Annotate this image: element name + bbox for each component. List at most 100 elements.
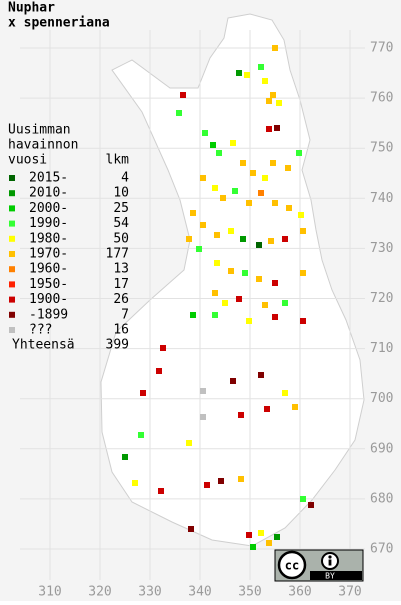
x-axis-label: 310 <box>38 585 61 600</box>
grid <box>20 30 365 580</box>
legend-swatch <box>9 190 15 197</box>
observation-square <box>270 92 276 98</box>
observation-square <box>214 232 220 238</box>
observation-square <box>196 246 202 252</box>
observation-square <box>200 175 206 181</box>
observation-square <box>300 270 306 276</box>
observation-square <box>202 130 208 136</box>
y-axis-label: 750 <box>370 141 393 156</box>
legend-swatch <box>9 235 15 242</box>
legend-heading: vuosi <box>8 153 47 168</box>
observation-square <box>258 64 264 70</box>
observation-square <box>212 290 218 296</box>
observation-square <box>246 318 252 324</box>
observation-square <box>240 236 246 242</box>
observation-square <box>272 314 278 320</box>
legend-count: 4 <box>121 171 129 186</box>
observation-square <box>296 150 302 156</box>
observation-square <box>285 165 291 171</box>
by-text: BY <box>325 572 335 581</box>
observation-square <box>200 414 206 420</box>
legend-swatch <box>9 251 15 257</box>
observation-square <box>256 242 262 248</box>
observation-square <box>222 300 228 306</box>
observation-square <box>228 228 234 234</box>
observation-square <box>190 312 196 318</box>
legend-swatch <box>9 175 15 181</box>
observation-square <box>216 150 222 156</box>
legend-count: 17 <box>113 277 129 292</box>
observation-square <box>200 222 206 228</box>
x-axis-label: 360 <box>288 585 311 600</box>
observation-square <box>220 195 226 201</box>
observation-square <box>186 236 192 242</box>
observation-square <box>246 532 252 538</box>
x-axis-label: 350 <box>238 585 261 600</box>
legend-label: ??? <box>29 323 52 338</box>
legend-swatch <box>9 220 15 227</box>
legend-label: 1950- <box>29 277 68 292</box>
observation-square <box>238 412 244 418</box>
legend-count: 50 <box>113 231 129 246</box>
legend-total: 399 <box>106 338 129 353</box>
observation-square <box>282 390 288 396</box>
license-badge: cc BY <box>274 549 364 582</box>
legend-label: 1970- <box>29 247 68 262</box>
observation-square <box>230 378 236 384</box>
observation-square <box>266 540 272 546</box>
observation-square <box>246 200 252 206</box>
observation-square <box>258 190 264 196</box>
observation-square <box>286 205 292 211</box>
observation-square <box>270 160 276 166</box>
observation-square <box>262 78 268 84</box>
observation-square <box>218 478 224 484</box>
y-axis-label: 680 <box>370 491 393 506</box>
observation-square <box>186 440 192 446</box>
legend-label: 1900- <box>29 292 68 307</box>
y-axis-label: 700 <box>370 391 393 406</box>
observation-square <box>244 72 250 78</box>
observation-square <box>272 45 278 51</box>
finland-outline <box>100 13 365 547</box>
legend-count: 16 <box>113 323 129 338</box>
observation-square <box>200 388 206 394</box>
observation-square <box>236 296 242 302</box>
observation-square <box>180 92 186 98</box>
x-axis-label: 340 <box>188 585 211 600</box>
observation-square <box>250 170 256 176</box>
legend-swatch <box>9 296 15 303</box>
cc-icon <box>277 550 307 580</box>
legend-count: 10 <box>113 186 129 201</box>
y-axis-label: 720 <box>370 291 393 306</box>
legend-count-heading: lkm <box>106 153 130 168</box>
observation-square <box>258 530 264 536</box>
legend-swatch <box>9 266 15 273</box>
legend-count: 26 <box>113 292 129 307</box>
legend-count: 7 <box>121 307 129 322</box>
observation-square <box>298 212 304 218</box>
legend-count: 177 <box>106 247 129 262</box>
by-icon-body <box>328 559 332 566</box>
legend-label: 2000- <box>29 201 68 216</box>
observation-square <box>140 390 146 396</box>
observation-square <box>188 526 194 532</box>
observation-square <box>242 270 248 276</box>
observation-square <box>238 476 244 482</box>
observation-square <box>204 482 210 488</box>
observation-square <box>262 302 268 308</box>
observation-square <box>228 268 234 274</box>
legend-count: 54 <box>113 216 129 231</box>
legend-label: 1990- <box>29 216 68 231</box>
title-line: x spenneriana <box>8 16 110 31</box>
x-axis-label: 370 <box>338 585 361 600</box>
observation-square <box>230 140 236 146</box>
observation-square <box>212 312 218 318</box>
observation-square <box>282 236 288 242</box>
legend-label: 2015- <box>29 171 68 186</box>
observation-square <box>214 260 220 266</box>
legend-label: 1960- <box>29 262 68 277</box>
observation-square <box>212 185 218 191</box>
observation-square <box>274 534 280 540</box>
